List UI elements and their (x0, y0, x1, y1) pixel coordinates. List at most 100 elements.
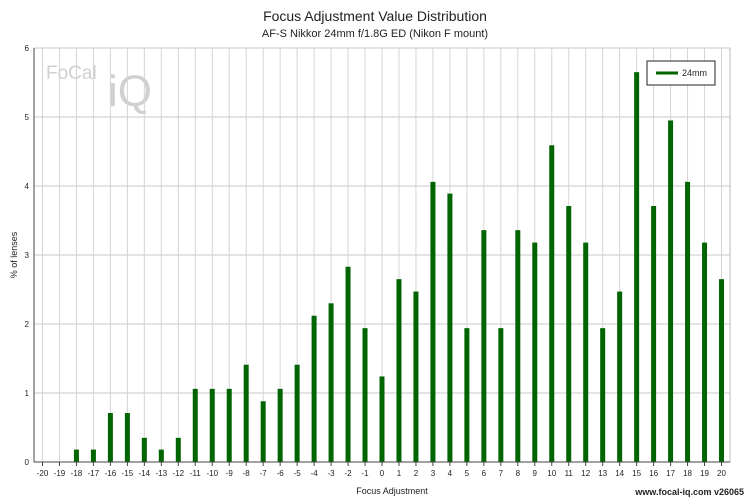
y-tick-label: 1 (25, 389, 30, 398)
x-tick-label: -18 (71, 469, 83, 478)
bar (328, 303, 334, 462)
bar (311, 315, 317, 462)
x-tick-label: 1 (397, 469, 402, 478)
x-tick-label: 15 (632, 469, 641, 478)
focal-iq-watermark-logo: FoCal iQ (46, 63, 152, 116)
bar (515, 230, 521, 462)
chart-subtitle: AF-S Nikkor 24mm f/1.8G ED (Nikon F moun… (261, 28, 489, 40)
bar-series (73, 72, 725, 463)
bar (277, 388, 283, 462)
bar (583, 242, 589, 462)
x-tick-label: 12 (581, 469, 590, 478)
bar (209, 388, 215, 462)
bar (481, 230, 487, 462)
x-tick-label: 11 (565, 469, 574, 478)
bar (226, 388, 232, 462)
y-tick-label: 2 (25, 320, 30, 329)
bar (719, 279, 725, 462)
x-tick-label: -15 (122, 469, 134, 478)
x-tick-label: 17 (666, 469, 675, 478)
x-tick-label: -10 (206, 469, 218, 478)
bar (294, 364, 300, 462)
bar (668, 120, 674, 462)
x-tick-label: 13 (598, 469, 607, 478)
bar (124, 413, 130, 462)
footer-credit: www.focal-iq.com v26065 (635, 487, 744, 497)
bar (685, 181, 691, 463)
x-tick-label: -9 (226, 469, 234, 478)
x-tick-label: -14 (139, 469, 151, 478)
x-tick-label: 19 (700, 469, 709, 478)
bar (192, 388, 198, 462)
watermark-focal: FoCal (46, 63, 97, 84)
x-tick-label: 6 (482, 469, 487, 478)
x-tick-label: -7 (260, 469, 268, 478)
x-tick-label: -20 (37, 469, 49, 478)
bar (141, 437, 147, 462)
bar (617, 291, 623, 462)
y-tick-label: 3 (25, 251, 30, 260)
bar (549, 145, 555, 463)
y-tick-label: 5 (25, 113, 30, 122)
x-tick-label: 7 (499, 469, 504, 478)
x-tick-label: 2 (414, 469, 419, 478)
x-tick-label: 18 (683, 469, 692, 478)
bar (158, 449, 164, 462)
x-tick-label: 9 (533, 469, 538, 478)
bar (345, 266, 351, 462)
x-tick-label: 16 (649, 469, 658, 478)
x-tick-label: 4 (448, 469, 453, 478)
bar (464, 328, 470, 462)
bar (600, 328, 606, 462)
bar (702, 242, 708, 462)
x-tick-label: 10 (547, 469, 556, 478)
bar (379, 376, 385, 462)
x-axis-title: Focus Adjustment (356, 486, 428, 496)
bar (413, 291, 419, 462)
bar (566, 206, 572, 462)
x-tick-label: -3 (328, 469, 336, 478)
x-tick-label: 20 (717, 469, 726, 478)
y-tick-label: 0 (25, 458, 30, 467)
x-tick-label: 14 (615, 469, 624, 478)
x-tick-label: -13 (156, 469, 168, 478)
bar (362, 328, 368, 462)
bar (260, 401, 266, 462)
bar (634, 72, 640, 463)
x-tick-label: -8 (243, 469, 251, 478)
bar (396, 279, 402, 462)
bar (498, 328, 504, 462)
y-axis-title: % of lenses (9, 231, 19, 278)
bar (447, 193, 453, 462)
chart-title: Focus Adjustment Value Distribution (263, 8, 487, 24)
bar (243, 364, 249, 462)
x-tick-label: -6 (277, 469, 285, 478)
bar (430, 181, 436, 463)
x-tick-label: 8 (516, 469, 521, 478)
watermark-iq: iQ (108, 67, 152, 116)
legend-label-24mm: 24mm (682, 68, 707, 78)
x-tick-label: 3 (431, 469, 436, 478)
x-tick-label: 5 (465, 469, 470, 478)
x-tick-label: -12 (173, 469, 185, 478)
x-tick-label: -2 (344, 469, 352, 478)
x-tick-label: -4 (311, 469, 319, 478)
x-tick-label: -11 (190, 469, 202, 478)
y-tick-label: 6 (25, 44, 30, 53)
x-tick-label: -16 (105, 469, 117, 478)
bar (90, 449, 96, 462)
bar (175, 437, 181, 462)
bar (107, 413, 113, 462)
x-tick-label: 0 (380, 469, 385, 478)
legend: 24mm (646, 60, 716, 86)
y-tick-label: 4 (25, 182, 30, 191)
x-tick-label: -5 (294, 469, 302, 478)
x-tick-label: -1 (361, 469, 369, 478)
bar (532, 242, 538, 462)
x-tick-label: -17 (88, 469, 100, 478)
x-tick-label: -19 (54, 469, 66, 478)
bar (651, 206, 657, 462)
bar (73, 449, 79, 462)
